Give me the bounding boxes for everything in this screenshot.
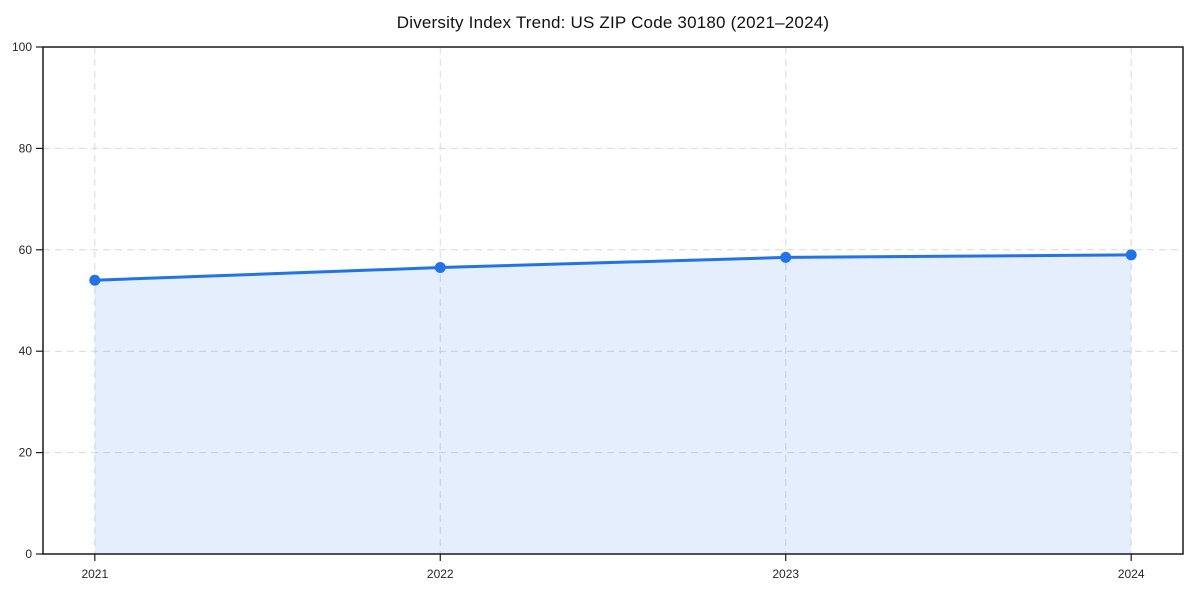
chart-title: Diversity Index Trend: US ZIP Code 30180… — [396, 13, 830, 32]
y-tick-label: 0 — [25, 547, 32, 561]
data-point-marker — [434, 262, 446, 274]
axes-border — [42, 46, 1184, 555]
x-tick-label: 2021 — [81, 567, 108, 581]
data-point-marker — [780, 251, 792, 263]
y-tick-label: 100 — [12, 40, 32, 54]
y-tick-label: 80 — [19, 141, 33, 155]
data-point-marker — [89, 274, 101, 286]
y-tick-label: 60 — [19, 243, 33, 257]
x-tick-label: 2022 — [427, 567, 454, 581]
y-tick-label: 20 — [19, 446, 33, 460]
trend-line — [93, 253, 1133, 282]
x-tick-label: 2024 — [1118, 567, 1145, 581]
area-fill — [94, 254, 1132, 554]
x-tick-label: 2023 — [772, 567, 799, 581]
y-tick-label: 40 — [19, 344, 33, 358]
data-point-marker — [1125, 249, 1137, 261]
